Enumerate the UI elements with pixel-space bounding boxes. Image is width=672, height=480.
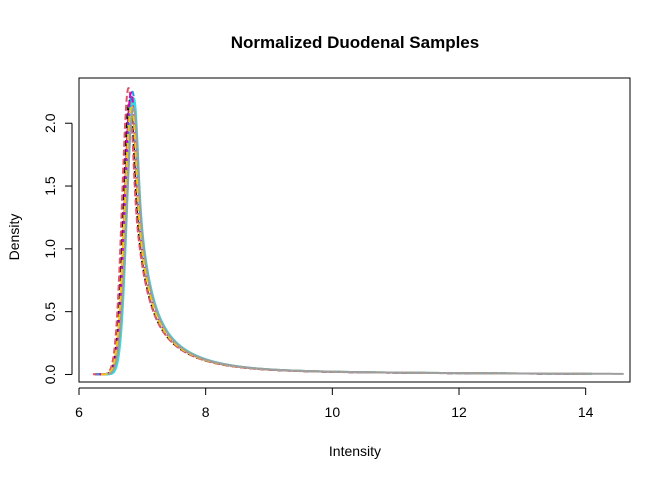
density-series-line — [97, 97, 580, 376]
x-axis: 6 8 10 12 14 — [75, 387, 594, 420]
y-tick-label: 0.0 — [42, 365, 58, 385]
density-series-line — [104, 97, 593, 376]
x-axis-label: Intensity — [329, 443, 381, 459]
series-layer — [92, 87, 624, 376]
y-tick-label: 2.0 — [42, 113, 58, 133]
plot-frame — [78, 77, 631, 383]
density-series-line — [107, 107, 624, 376]
x-tick-label: 14 — [578, 404, 594, 420]
chart-title: Normalized Duodenal Samples — [231, 33, 479, 52]
y-tick-label: 1.5 — [42, 176, 58, 196]
y-axis: 0.0 0.5 1.0 1.5 2.0 — [42, 113, 73, 385]
density-series-line — [96, 90, 593, 376]
density-series-line — [98, 92, 586, 376]
x-tick-label: 8 — [202, 404, 210, 420]
y-axis-label: Density — [6, 214, 22, 261]
x-tick-label: 6 — [75, 404, 83, 420]
x-tick-label: 10 — [325, 404, 341, 420]
y-tick-label: 1.0 — [42, 239, 58, 259]
y-tick-label: 0.5 — [42, 302, 58, 322]
x-tick-label: 12 — [451, 404, 467, 420]
density-series-line — [100, 104, 593, 376]
